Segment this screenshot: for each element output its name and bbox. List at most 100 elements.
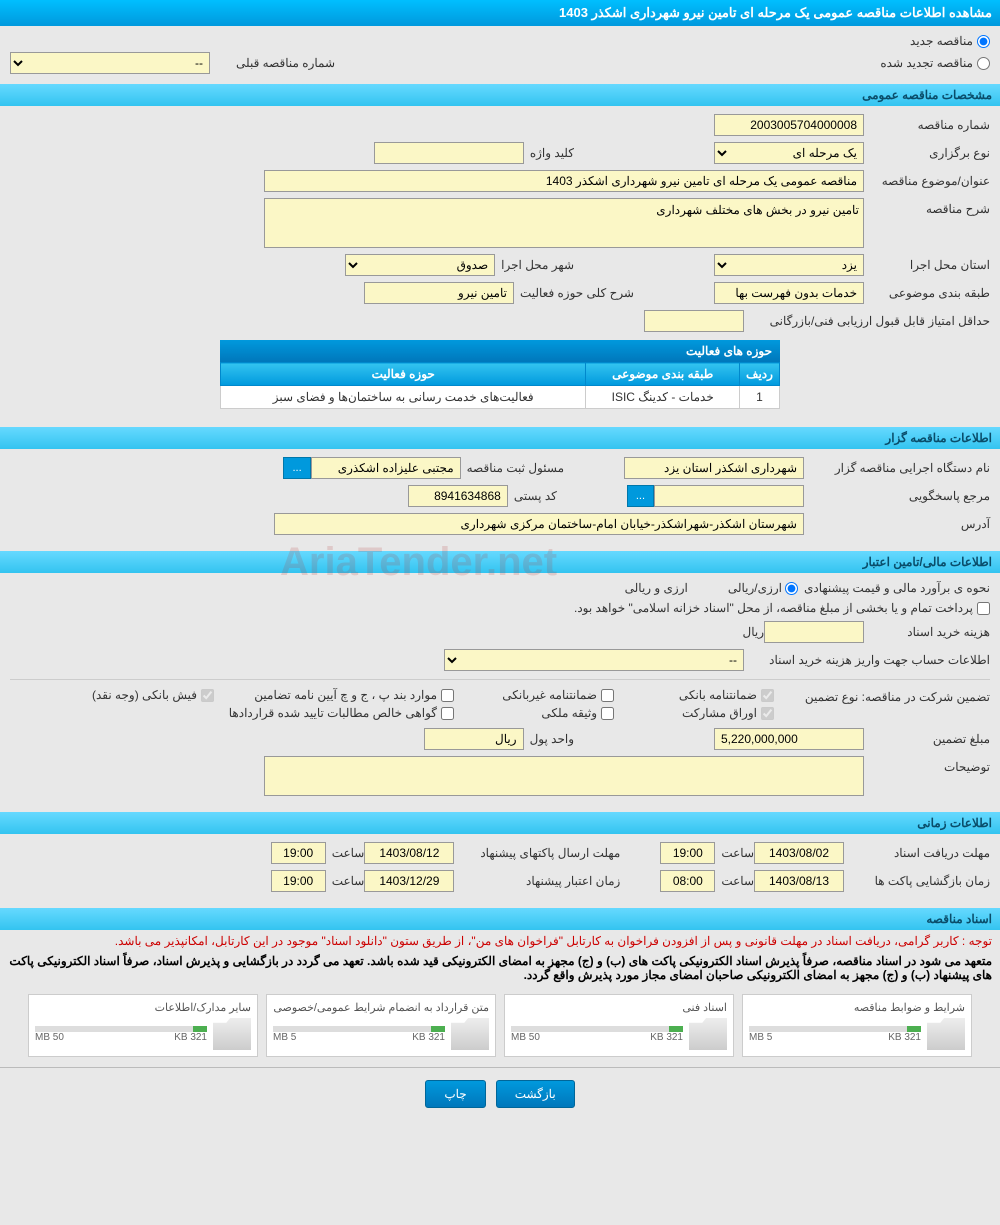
postal-field[interactable]	[408, 485, 508, 507]
type-label: نوع برگزاری	[870, 146, 990, 160]
docs-content: توجه : کاربر گرامی، دریافت اسناد در مهلت…	[0, 930, 1000, 1067]
tender-no-field[interactable]	[714, 114, 864, 136]
responder-label: مرجع پاسخگویی	[810, 489, 990, 503]
doc-deadline-label: مهلت دریافت اسناد	[850, 846, 990, 860]
scope-field[interactable]	[364, 282, 514, 304]
responder-field[interactable]	[654, 485, 804, 507]
notes-field[interactable]	[264, 756, 864, 796]
min-score-field[interactable]	[644, 310, 744, 332]
check-bylaw[interactable]	[441, 689, 454, 702]
category-field[interactable]	[714, 282, 864, 304]
file-box[interactable]: شرایط و ضوابط مناقصه 321 KB5 MB	[742, 994, 972, 1057]
section-general: مشخصات مناقصه عمومی	[0, 84, 1000, 106]
folder-icon	[451, 1018, 489, 1050]
treasury-checkbox[interactable]	[977, 602, 990, 615]
doc-cost-field[interactable]	[764, 621, 864, 643]
type-select[interactable]: یک مرحله ای	[714, 142, 864, 164]
check-nonbank[interactable]	[601, 689, 614, 702]
activity-table: ردیف طبقه بندی موضوعی حوزه فعالیت 1 خدما…	[220, 362, 780, 409]
file-box[interactable]: متن قرارداد به انضمام شرایط عمومی/خصوصی …	[266, 994, 496, 1057]
status-section: مناقصه جدید مناقصه تجدید شده شماره مناقص…	[0, 26, 1000, 82]
keyword-field[interactable]	[374, 142, 524, 164]
radio-renewed[interactable]: مناقصه تجدید شده	[880, 56, 990, 70]
check-property[interactable]	[601, 707, 614, 720]
opening-time[interactable]	[660, 870, 715, 892]
radio-new-input[interactable]	[977, 35, 990, 48]
bid-validity-label: زمان اعتبار پیشنهاد	[460, 874, 620, 888]
notice-red: توجه : کاربر گرامی، دریافت اسناد در مهلت…	[0, 930, 1000, 952]
file-label: سایر مدارک/اطلاعات	[35, 1001, 251, 1014]
desc-field[interactable]: تامین نیرو در بخش های مختلف شهرداری	[264, 198, 864, 248]
bottom-buttons: بازگشت چاپ	[0, 1068, 1000, 1120]
notes-label: توضیحات	[870, 756, 990, 774]
bid-deadline-label: مهلت ارسال پاکتهای پیشنهاد	[460, 846, 620, 860]
back-button[interactable]: بازگشت	[496, 1080, 575, 1108]
guarantee-checks: ضمانتنامه بانکی ضمانتنامه غیربانکی موارد…	[10, 688, 774, 720]
time-label-4: ساعت	[332, 874, 365, 888]
tender-no-label: شماره مناقصه	[870, 118, 990, 132]
file-label: متن قرارداد به انضمام شرایط عمومی/خصوصی	[273, 1001, 489, 1014]
reg-officer-field[interactable]	[311, 457, 461, 479]
check-bonds[interactable]	[761, 707, 774, 720]
col-row: ردیف	[740, 363, 780, 386]
opening-date[interactable]	[754, 870, 844, 892]
account-select[interactable]: --	[444, 649, 744, 671]
method-radio[interactable]: ارزی/ریالی	[728, 581, 798, 595]
reg-officer-more-button[interactable]: ...	[283, 457, 310, 479]
file-box[interactable]: اسناد فنی 321 KB50 MB	[504, 994, 734, 1057]
bid-deadline-time[interactable]	[271, 842, 326, 864]
file-progress	[273, 1026, 445, 1032]
guarantee-label: تضمین شرکت در مناقصه: نوع تضمین	[790, 688, 990, 704]
responder-more-button[interactable]: ...	[627, 485, 654, 507]
general-content: شماره مناقصه نوع برگزاری یک مرحله ای کلی…	[0, 106, 1000, 425]
section-financial: اطلاعات مالی/تامین اعتبار	[0, 551, 1000, 573]
city-label: شهر محل اجرا	[501, 258, 574, 272]
amount-field[interactable]	[714, 728, 864, 750]
radio-renewed-input[interactable]	[977, 57, 990, 70]
bid-deadline-date[interactable]	[364, 842, 454, 864]
province-select[interactable]: یزد	[714, 254, 864, 276]
file-label: اسناد فنی	[511, 1001, 727, 1014]
time-label-1: ساعت	[721, 846, 754, 860]
exec-field[interactable]	[624, 457, 804, 479]
section-dates: اطلاعات زمانی	[0, 812, 1000, 834]
page-container: مشاهده اطلاعات مناقصه عمومی یک مرحله ای …	[0, 0, 1000, 1120]
prev-number-label: شماره مناقصه قبلی	[236, 56, 335, 70]
currency-field[interactable]	[424, 728, 524, 750]
bid-validity-time[interactable]	[271, 870, 326, 892]
account-label: اطلاعات حساب جهت واریز هزینه خرید اسناد	[750, 653, 990, 667]
tender-status-radios: مناقصه جدید	[10, 34, 990, 48]
doc-deadline-time[interactable]	[660, 842, 715, 864]
doc-deadline-date[interactable]	[754, 842, 844, 864]
treasury-check[interactable]: پرداخت تمام و یا بخشی از مبلغ مناقصه، از…	[574, 601, 990, 615]
activity-table-wrap: حوزه های فعالیت ردیف طبقه بندی موضوعی حو…	[220, 340, 780, 409]
check-cash[interactable]	[201, 689, 214, 702]
print-button[interactable]: چاپ	[425, 1080, 485, 1108]
file-progress	[749, 1026, 921, 1032]
activity-table-title: حوزه های فعالیت	[220, 340, 780, 362]
check-bank[interactable]	[761, 689, 774, 702]
city-select[interactable]: صدوق	[345, 254, 495, 276]
province-label: استان محل اجرا	[870, 258, 990, 272]
folder-icon	[213, 1018, 251, 1050]
amount-label: مبلغ تضمین	[870, 732, 990, 746]
bid-validity-date[interactable]	[364, 870, 454, 892]
radio-new[interactable]: مناقصه جدید	[910, 34, 990, 48]
opening-label: زمان بازگشایی پاکت ها	[850, 874, 990, 888]
method-radio-input[interactable]	[785, 582, 798, 595]
file-box[interactable]: سایر مدارک/اطلاعات 321 KB50 MB	[28, 994, 258, 1057]
min-score-label: حداقل امتیاز قابل قبول ارزیابی فنی/بازرگ…	[750, 314, 990, 328]
subject-field[interactable]	[264, 170, 864, 192]
table-row: 1 خدمات - کدینگ ISIC فعالیت‌های خدمت رسا…	[221, 386, 780, 409]
address-label: آدرس	[810, 517, 990, 531]
address-field[interactable]	[274, 513, 804, 535]
check-receivables[interactable]	[441, 707, 454, 720]
notice-black: متعهد می شود در اسناد مناقصه، صرفاً پذیر…	[0, 952, 1000, 984]
organizer-content: نام دستگاه اجرایی مناقصه گزار مسئول ثبت …	[0, 449, 1000, 549]
method-label: نحوه ی برآورد مالی و قیمت پیشنهادی	[804, 581, 990, 595]
file-progress	[35, 1026, 207, 1032]
file-label: شرایط و ضوابط مناقصه	[749, 1001, 965, 1014]
doc-cost-label: هزینه خرید اسناد	[870, 625, 990, 639]
currency-riyal: ارزی و ریالی	[625, 581, 688, 595]
prev-number-select[interactable]: --	[10, 52, 210, 74]
